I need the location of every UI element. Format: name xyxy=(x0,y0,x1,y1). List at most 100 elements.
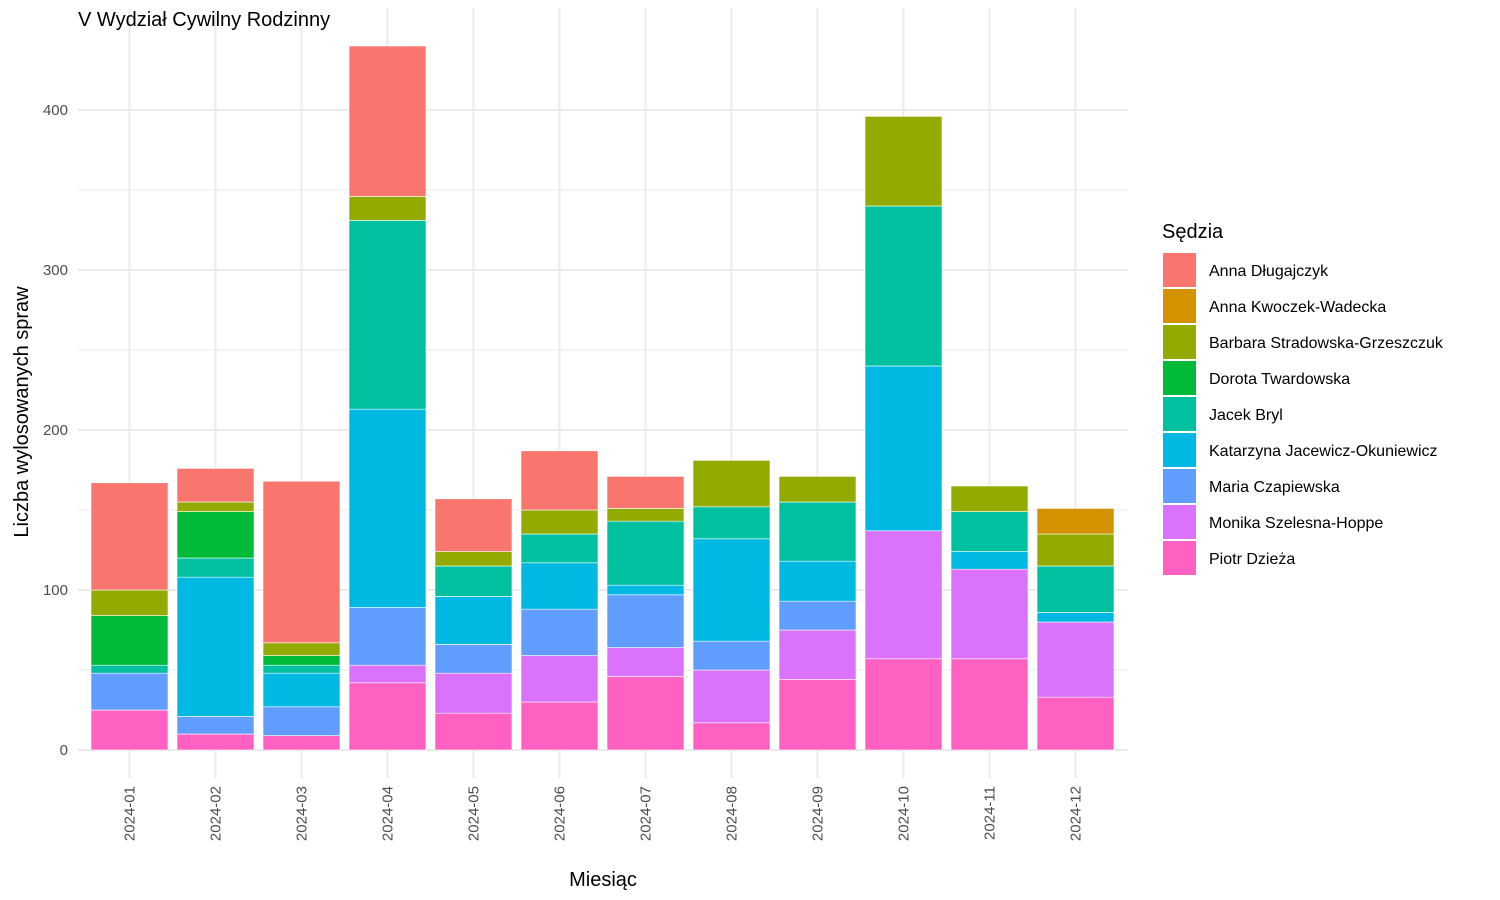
bar-segment xyxy=(950,485,1029,512)
bar-segment xyxy=(348,664,427,684)
bar-segment xyxy=(950,551,1029,570)
bar-segment xyxy=(1036,621,1115,698)
legend-swatch xyxy=(1163,469,1196,503)
bar-segment xyxy=(520,655,599,703)
legend-swatch xyxy=(1163,361,1196,395)
legend-label: Anna Kwoczek-Wadecka xyxy=(1209,299,1386,316)
x-tick-label: 2024-12 xyxy=(1068,786,1085,841)
bar-segment xyxy=(778,476,857,503)
bar-segment xyxy=(434,644,513,674)
bar-segment xyxy=(520,562,599,610)
legend-swatch xyxy=(1163,505,1196,539)
bar-segment xyxy=(348,196,427,221)
bar-segment xyxy=(348,682,427,751)
x-tick-label: 2024-02 xyxy=(208,786,225,841)
bar-segment xyxy=(778,560,857,602)
bar-segment xyxy=(176,557,255,578)
x-tick-label: 2024-09 xyxy=(810,786,827,841)
bar-segment xyxy=(90,664,169,674)
bar-segment xyxy=(778,629,857,680)
legend-swatch xyxy=(1163,433,1196,467)
bar-segment xyxy=(778,600,857,631)
y-tick-label: 100 xyxy=(43,582,68,599)
x-axis-title: Miesiąc xyxy=(569,869,637,891)
bar-segment xyxy=(520,533,599,564)
legend-label: Jacek Bryl xyxy=(1209,407,1283,424)
bar-segment xyxy=(950,568,1029,660)
bar-segment xyxy=(778,679,857,751)
bar-segment xyxy=(864,365,943,532)
bar-segment xyxy=(262,706,341,736)
bar-segment xyxy=(90,589,169,616)
bar-segment xyxy=(606,594,685,648)
legend-label: Dorota Twardowska xyxy=(1209,371,1350,388)
bar-segment xyxy=(90,482,169,591)
bar-segment xyxy=(606,647,685,677)
y-tick-label: 200 xyxy=(43,422,68,439)
x-tick-label: 2024-07 xyxy=(638,786,655,841)
y-tick-label: 300 xyxy=(43,262,68,279)
bar-segment xyxy=(1036,696,1115,751)
x-tick-label: 2024-01 xyxy=(122,786,139,841)
legend-swatch xyxy=(1163,289,1196,323)
bar-segment xyxy=(176,511,255,559)
bar-segment xyxy=(434,498,513,552)
bar-segment xyxy=(520,701,599,751)
bar-segment xyxy=(1036,533,1115,567)
bar-segment xyxy=(262,480,341,644)
x-tick-label: 2024-03 xyxy=(294,786,311,841)
bar-segment xyxy=(606,476,685,509)
bar-segment xyxy=(950,658,1029,751)
legend-swatch xyxy=(1163,253,1196,287)
x-tick-label: 2024-08 xyxy=(724,786,741,841)
bar-segment xyxy=(692,722,771,751)
bar-segment xyxy=(176,733,255,751)
bar-segment xyxy=(864,205,943,367)
bar-segment xyxy=(262,735,341,751)
bar-segment xyxy=(606,508,685,522)
x-tick-label: 2024-05 xyxy=(466,786,483,841)
bar-segment xyxy=(176,576,255,717)
bar-segment xyxy=(434,551,513,567)
bar-segment xyxy=(348,408,427,608)
bar-segment xyxy=(262,664,341,674)
bar-segment xyxy=(348,45,427,197)
chart-title: V Wydział Cywilny Rodzinny xyxy=(78,9,330,31)
bar-segment xyxy=(692,640,771,671)
bar-segment xyxy=(950,511,1029,552)
bar-layer xyxy=(90,45,1115,751)
legend-label: Maria Czapiewska xyxy=(1209,479,1340,496)
legend-swatch xyxy=(1163,541,1196,575)
bar-segment xyxy=(520,509,599,535)
bar-segment xyxy=(1036,612,1115,623)
bar-segment xyxy=(864,530,943,660)
bar-segment xyxy=(262,672,341,708)
bar-segment xyxy=(434,672,513,714)
legend-swatch xyxy=(1163,397,1196,431)
y-tick-label: 400 xyxy=(43,102,68,119)
bar-segment xyxy=(176,468,255,503)
axis-layer: 0 100 200 300 400 2024-01 2024-02 2024-03 2024-0… xyxy=(43,102,1085,841)
legend-label: Anna Długajczyk xyxy=(1209,263,1329,280)
bar-segment xyxy=(692,669,771,724)
legend: Sędzia Anna Długajczyk Anna Kwoczek-Wadec… xyxy=(1162,221,1444,575)
bar-segment xyxy=(262,655,341,666)
bar-segment xyxy=(692,538,771,642)
bar-segment xyxy=(262,642,341,656)
legend-label: Barbara Stradowska-Grzeszczuk xyxy=(1209,335,1444,352)
bar-segment xyxy=(348,607,427,666)
bar-segment xyxy=(90,615,169,666)
y-tick-label: 0 xyxy=(60,742,68,759)
legend-swatch xyxy=(1163,325,1196,359)
bar-segment xyxy=(606,584,685,596)
bar-segment xyxy=(90,709,169,751)
x-tick-label: 2024-06 xyxy=(552,786,569,841)
bar-segment xyxy=(778,501,857,562)
bar-segment xyxy=(520,450,599,511)
bar-segment xyxy=(864,658,943,751)
x-tick-label: 2024-10 xyxy=(896,786,913,841)
bar-segment xyxy=(90,672,169,711)
bar-segment xyxy=(864,116,943,207)
bar-segment xyxy=(1036,565,1115,613)
